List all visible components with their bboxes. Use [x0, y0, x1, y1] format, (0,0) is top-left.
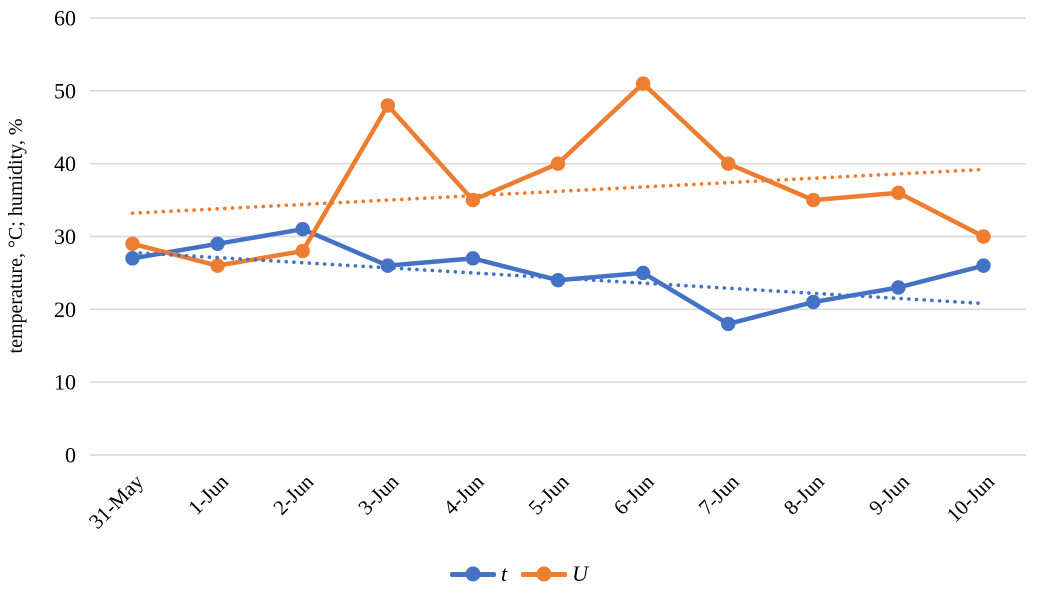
data-point-U [721, 156, 736, 171]
x-tick-label: 10-Jun [942, 469, 1000, 527]
data-point-U [891, 185, 906, 200]
data-point-t [721, 316, 736, 332]
series-U [125, 76, 991, 273]
x-tick-label: 8-Jun [779, 469, 829, 519]
x-axis-tick-labels: 31-May 1-Jun 2-Jun 3-Jun 4-Jun 5-Jun 6-Jun 7-Ju… [84, 469, 999, 533]
trendline-U [130, 167, 986, 215]
y-axis-title: temperature, °C; humidity, % [5, 119, 27, 354]
x-tick-label: 3-Jun [353, 469, 403, 519]
y-axis-tick-labels: 0 10 20 30 40 50 60 [54, 6, 76, 468]
x-tick-label: 2-Jun [268, 469, 318, 519]
legend-line-marker-icon [521, 566, 568, 582]
data-point-t [465, 251, 481, 266]
data-point-U [806, 192, 821, 208]
x-tick-label: 9-Jun [864, 469, 914, 519]
x-tick-label: 4-Jun [438, 469, 488, 519]
x-tick-label: 5-Jun [524, 469, 574, 519]
y-tick-label: 60 [54, 6, 76, 31]
y-tick-label: 20 [54, 297, 76, 322]
data-point-U [976, 229, 991, 244]
legend-item-u: U [521, 563, 588, 585]
data-point-U [550, 156, 566, 171]
x-tick-label: 6-Jun [609, 469, 659, 519]
data-point-t [550, 273, 566, 288]
legend-label-u: U [572, 561, 588, 586]
y-tick-label: 50 [54, 78, 76, 103]
data-point-U [635, 76, 651, 91]
legend-label-t: t [500, 561, 508, 586]
line-chart-plot: 0 10 20 30 40 50 60 temperature, °C; humidity, … [5, 6, 1026, 534]
gridlines [90, 17, 1026, 456]
data-point-t [380, 258, 395, 273]
series-t [125, 222, 991, 332]
y-tick-label: 0 [65, 443, 76, 468]
y-tick-label: 30 [54, 224, 76, 249]
x-tick-label: 7-Jun [694, 469, 744, 519]
legend-line-marker-icon [449, 566, 496, 582]
y-tick-label: 40 [54, 151, 76, 176]
x-tick-label: 31-May [84, 469, 148, 533]
x-tick-label: 1-Jun [183, 469, 233, 519]
y-tick-label: 10 [54, 370, 76, 395]
data-point-t [806, 294, 821, 310]
data-point-U [125, 236, 140, 251]
data-point-t [891, 280, 906, 295]
legend-item-t: t [449, 561, 508, 586]
data-point-t [295, 222, 310, 237]
data-point-t [210, 236, 225, 251]
data-point-t [976, 258, 991, 273]
legend: t U [0, 550, 1038, 598]
data-point-U [210, 258, 225, 273]
data-point-t [125, 251, 140, 266]
data-point-U [380, 98, 395, 113]
data-point-U [295, 243, 310, 259]
data-point-t [635, 265, 651, 281]
